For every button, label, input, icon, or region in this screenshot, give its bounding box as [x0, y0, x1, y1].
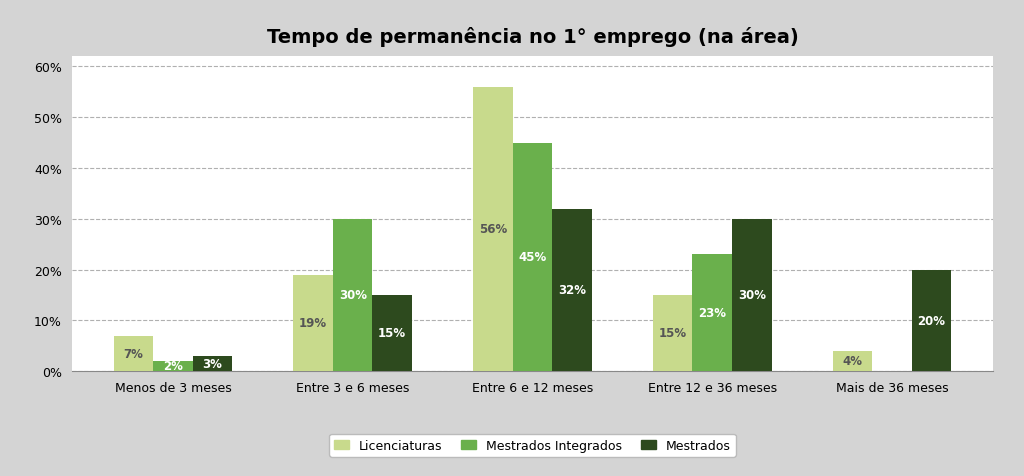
Text: 23%: 23%: [698, 307, 726, 319]
Text: 56%: 56%: [479, 223, 507, 236]
Bar: [373, 295, 412, 371]
Text: 30%: 30%: [738, 289, 766, 302]
Bar: [513, 143, 552, 371]
Bar: [833, 351, 872, 371]
Text: 15%: 15%: [378, 327, 407, 340]
Bar: [193, 356, 232, 371]
Bar: [114, 336, 154, 371]
Bar: [333, 219, 373, 371]
Bar: [154, 361, 193, 371]
Text: 20%: 20%: [918, 314, 945, 327]
Text: 7%: 7%: [124, 347, 143, 360]
Bar: [552, 209, 592, 371]
Title: Tempo de permanência no 1° emprego (na área): Tempo de permanência no 1° emprego (na á…: [266, 27, 799, 47]
Text: 45%: 45%: [518, 251, 547, 264]
Legend: Licenciaturas, Mestrados Integrados, Mestrados: Licenciaturas, Mestrados Integrados, Mes…: [329, 434, 736, 457]
Text: 2%: 2%: [163, 360, 183, 373]
Bar: [911, 270, 951, 371]
Bar: [293, 275, 333, 371]
Bar: [732, 219, 772, 371]
Bar: [473, 88, 513, 371]
Text: 3%: 3%: [203, 357, 222, 370]
Bar: [653, 295, 692, 371]
Text: 19%: 19%: [299, 317, 328, 329]
Text: 30%: 30%: [339, 289, 367, 302]
Text: 15%: 15%: [658, 327, 687, 340]
Bar: [692, 255, 732, 371]
Text: 32%: 32%: [558, 284, 586, 297]
Text: 4%: 4%: [843, 355, 862, 367]
